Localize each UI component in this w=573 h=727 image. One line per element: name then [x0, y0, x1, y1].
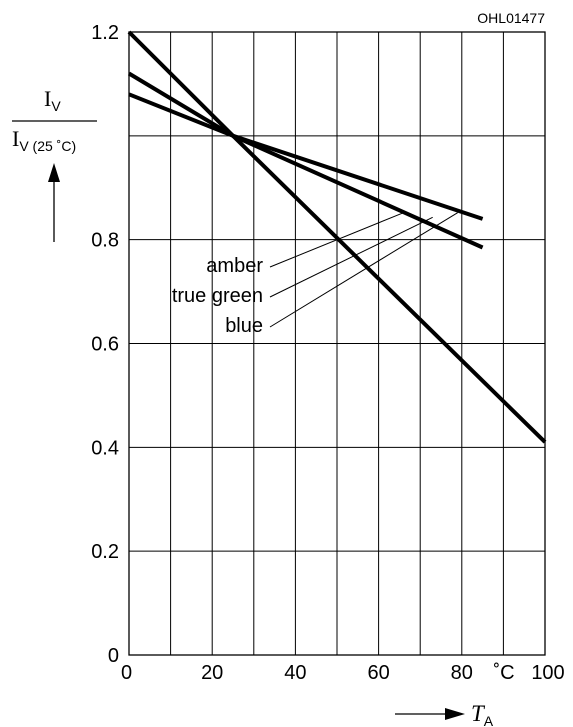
- y-label-numerator: IV: [44, 86, 61, 114]
- leader-line-blue: [270, 213, 458, 327]
- x-tick-label: 80: [451, 662, 473, 684]
- series-label-blue: blue: [225, 315, 263, 337]
- grid: [129, 32, 545, 655]
- annotation-labels: amber true green blue: [172, 255, 263, 337]
- y-tick-label: 0.2: [91, 541, 119, 563]
- x-tick-label: 20: [201, 662, 223, 684]
- y-up-arrow-head: [48, 163, 60, 182]
- x-tick-label: 40: [284, 662, 306, 684]
- x-axis-label: TA: [395, 701, 494, 727]
- x-label-text: TA: [471, 701, 494, 727]
- series-line-amber: [129, 94, 483, 219]
- y-tick-label: 0.8: [91, 230, 119, 252]
- x-tick-label: 60: [367, 662, 389, 684]
- series-label-true-green: true green: [172, 285, 263, 307]
- x-tick-label: 100: [531, 662, 564, 684]
- x-tick-label: 0: [121, 662, 132, 684]
- y-axis-label: IV IV (25 ˚C): [12, 86, 97, 242]
- annotation-leaders: [270, 213, 458, 327]
- y-tick-label: 0: [108, 645, 119, 667]
- y-label-denominator: IV (25 ˚C): [12, 126, 76, 154]
- y-tick-label: 0.4: [91, 437, 119, 459]
- x-right-arrow-head: [445, 708, 465, 720]
- y-tick-label: 1.2: [91, 22, 119, 44]
- figure-id: OHL01477: [477, 10, 545, 26]
- x-unit-label: ˚C: [493, 662, 514, 684]
- y-tick-label: 0.6: [91, 334, 119, 356]
- y-tick-labels: 0 0.2 0.4 0.6 0.8 1.2: [91, 22, 119, 667]
- series-label-amber: amber: [206, 255, 263, 277]
